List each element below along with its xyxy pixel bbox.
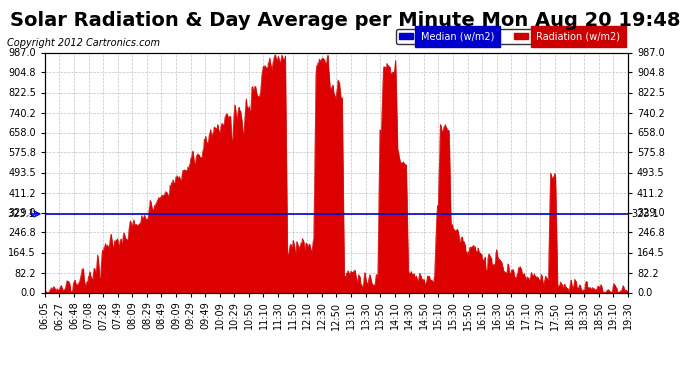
- Text: Copyright 2012 Cartronics.com: Copyright 2012 Cartronics.com: [7, 38, 160, 48]
- Text: 323.1: 323.1: [7, 209, 34, 219]
- Legend: Median (w/m2), Radiation (w/m2): Median (w/m2), Radiation (w/m2): [395, 28, 623, 44]
- Text: Solar Radiation & Day Average per Minute Mon Aug 20 19:48: Solar Radiation & Day Average per Minute…: [10, 11, 680, 30]
- Text: 323.1: 323.1: [631, 209, 658, 219]
